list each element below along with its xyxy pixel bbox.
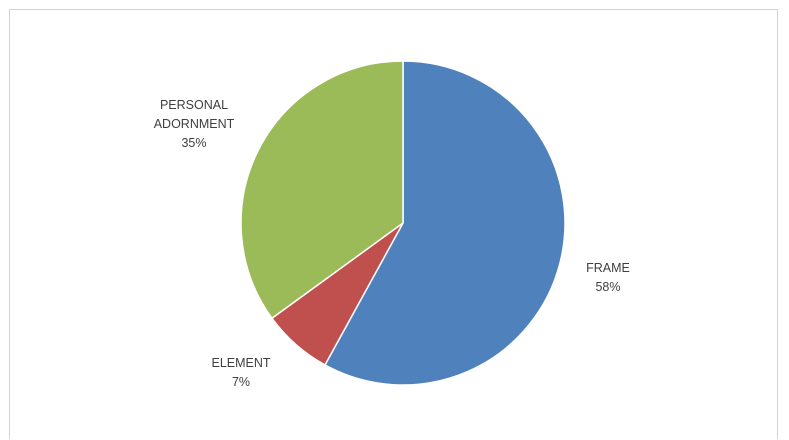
slice-label-personal-adornment-line1: PERSONAL <box>159 98 229 112</box>
slice-label-frame: FRAME 58% <box>586 259 630 297</box>
slice-label-element-name: ELEMENT <box>211 356 271 370</box>
slice-label-personal-adornment-value: 35% <box>181 136 207 150</box>
pie-slice-personal-adornment <box>240 60 404 319</box>
slice-label-frame-value: 58% <box>595 280 621 294</box>
slice-label-element-value: 7% <box>231 375 251 389</box>
chart-area: FRAME 58% ELEMENT 7% PERSONAL ADORNMENT … <box>9 9 778 439</box>
slice-label-frame-name: FRAME <box>586 261 630 275</box>
slice-label-personal-adornment-line2: ADORNMENT <box>153 117 235 131</box>
slice-label-personal-adornment: PERSONAL ADORNMENT 35% <box>154 96 235 153</box>
pie-slice-frame <box>324 60 566 386</box>
slice-label-element: ELEMENT 7% <box>211 354 270 392</box>
pie-chart <box>240 60 566 386</box>
